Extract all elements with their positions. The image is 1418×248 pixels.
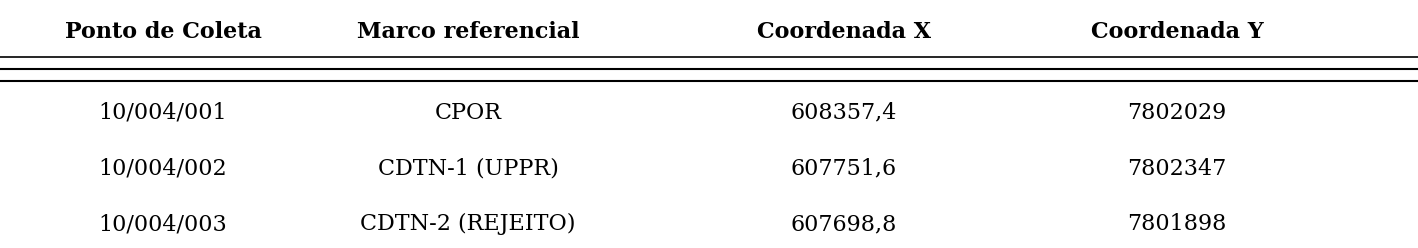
Text: 7802347: 7802347 [1127, 158, 1227, 180]
Text: Ponto de Coleta: Ponto de Coleta [65, 21, 261, 43]
Text: CDTN-2 (REJEITO): CDTN-2 (REJEITO) [360, 213, 576, 236]
Text: CDTN-1 (UPPR): CDTN-1 (UPPR) [377, 158, 559, 180]
Text: 10/004/002: 10/004/002 [99, 158, 227, 180]
Text: Coordenada Y: Coordenada Y [1090, 21, 1263, 43]
Text: 10/004/003: 10/004/003 [99, 214, 227, 235]
Text: 7801898: 7801898 [1127, 214, 1227, 235]
Text: CPOR: CPOR [434, 102, 502, 124]
Text: 7802029: 7802029 [1127, 102, 1227, 124]
Text: 607751,6: 607751,6 [791, 158, 896, 180]
Text: Marco referencial: Marco referencial [357, 21, 579, 43]
Text: 608357,4: 608357,4 [790, 102, 898, 124]
Text: 607698,8: 607698,8 [790, 214, 898, 235]
Text: 10/004/001: 10/004/001 [99, 102, 227, 124]
Text: Coordenada X: Coordenada X [757, 21, 930, 43]
